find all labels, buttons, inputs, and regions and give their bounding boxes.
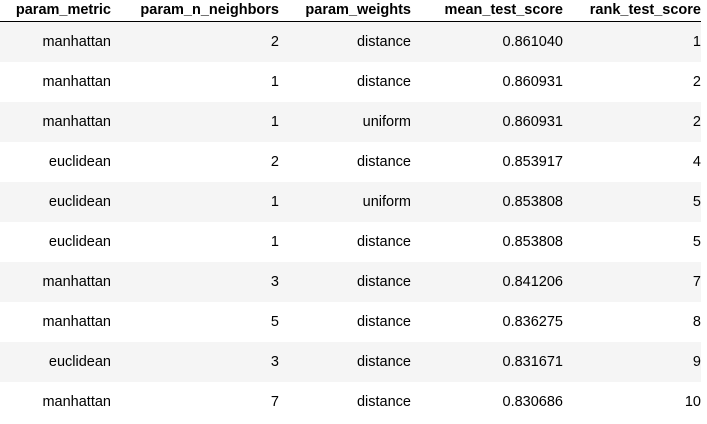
cell-param-metric: euclidean [0, 222, 114, 262]
cell-rank-test-score: 4 [567, 142, 701, 182]
table-row: euclidean 1 distance 0.853808 5 [0, 222, 701, 262]
cell-mean-test-score: 0.861040 [419, 21, 567, 62]
table-row: manhattan 1 uniform 0.860931 2 [0, 102, 701, 142]
cell-param-n-neighbors: 2 [114, 21, 285, 62]
cell-param-n-neighbors: 1 [114, 62, 285, 102]
cell-param-weights: distance [285, 342, 419, 382]
column-header-param-n-neighbors: param_n_neighbors [114, 0, 285, 22]
cell-mean-test-score: 0.841206 [419, 262, 567, 302]
cell-param-weights: distance [285, 62, 419, 102]
table-row: euclidean 1 uniform 0.853808 5 [0, 182, 701, 222]
table-row: manhattan 7 distance 0.830686 10 [0, 382, 701, 422]
cell-param-n-neighbors: 3 [114, 262, 285, 302]
cell-param-n-neighbors: 1 [114, 182, 285, 222]
column-header-param-weights: param_weights [285, 0, 419, 22]
cell-rank-test-score: 9 [567, 342, 701, 382]
table-header: param_metric param_n_neighbors param_wei… [0, 0, 701, 22]
table-row: manhattan 3 distance 0.841206 7 [0, 262, 701, 302]
cell-param-n-neighbors: 2 [114, 142, 285, 182]
cell-param-n-neighbors: 5 [114, 302, 285, 342]
cell-param-weights: distance [285, 222, 419, 262]
column-header-param-metric: param_metric [0, 0, 114, 22]
cell-param-metric: euclidean [0, 142, 114, 182]
cell-rank-test-score: 5 [567, 182, 701, 222]
cell-param-metric: manhattan [0, 382, 114, 422]
cell-rank-test-score: 1 [567, 21, 701, 62]
cell-mean-test-score: 0.853917 [419, 142, 567, 182]
cell-param-weights: distance [285, 142, 419, 182]
cell-param-weights: distance [285, 302, 419, 342]
cell-rank-test-score: 5 [567, 222, 701, 262]
cell-rank-test-score: 10 [567, 382, 701, 422]
cell-param-n-neighbors: 1 [114, 222, 285, 262]
cell-rank-test-score: 8 [567, 302, 701, 342]
cell-param-weights: distance [285, 21, 419, 62]
cell-mean-test-score: 0.853808 [419, 222, 567, 262]
cell-mean-test-score: 0.831671 [419, 342, 567, 382]
cell-param-metric: manhattan [0, 62, 114, 102]
table-row: euclidean 2 distance 0.853917 4 [0, 142, 701, 182]
cell-param-n-neighbors: 3 [114, 342, 285, 382]
table-row: manhattan 1 distance 0.860931 2 [0, 62, 701, 102]
cell-param-metric: manhattan [0, 102, 114, 142]
cell-mean-test-score: 0.853808 [419, 182, 567, 222]
cell-param-metric: manhattan [0, 302, 114, 342]
cell-mean-test-score: 0.860931 [419, 62, 567, 102]
cell-rank-test-score: 7 [567, 262, 701, 302]
cell-param-weights: uniform [285, 182, 419, 222]
cell-mean-test-score: 0.836275 [419, 302, 567, 342]
cell-param-metric: manhattan [0, 21, 114, 62]
cell-param-metric: euclidean [0, 182, 114, 222]
cell-param-n-neighbors: 1 [114, 102, 285, 142]
table-row: manhattan 5 distance 0.836275 8 [0, 302, 701, 342]
column-header-mean-test-score: mean_test_score [419, 0, 567, 22]
cell-mean-test-score: 0.860931 [419, 102, 567, 142]
cell-rank-test-score: 2 [567, 62, 701, 102]
cell-param-n-neighbors: 7 [114, 382, 285, 422]
cell-param-weights: distance [285, 262, 419, 302]
cell-param-weights: distance [285, 382, 419, 422]
cell-rank-test-score: 2 [567, 102, 701, 142]
column-header-rank-test-score: rank_test_score [567, 0, 701, 22]
cell-mean-test-score: 0.830686 [419, 382, 567, 422]
table-row: euclidean 3 distance 0.831671 9 [0, 342, 701, 382]
table-body: manhattan 2 distance 0.861040 1 manhatta… [0, 21, 701, 422]
table-row: manhattan 2 distance 0.861040 1 [0, 21, 701, 62]
cell-param-metric: manhattan [0, 262, 114, 302]
cell-param-metric: euclidean [0, 342, 114, 382]
cell-param-weights: uniform [285, 102, 419, 142]
header-row: param_metric param_n_neighbors param_wei… [0, 0, 701, 22]
